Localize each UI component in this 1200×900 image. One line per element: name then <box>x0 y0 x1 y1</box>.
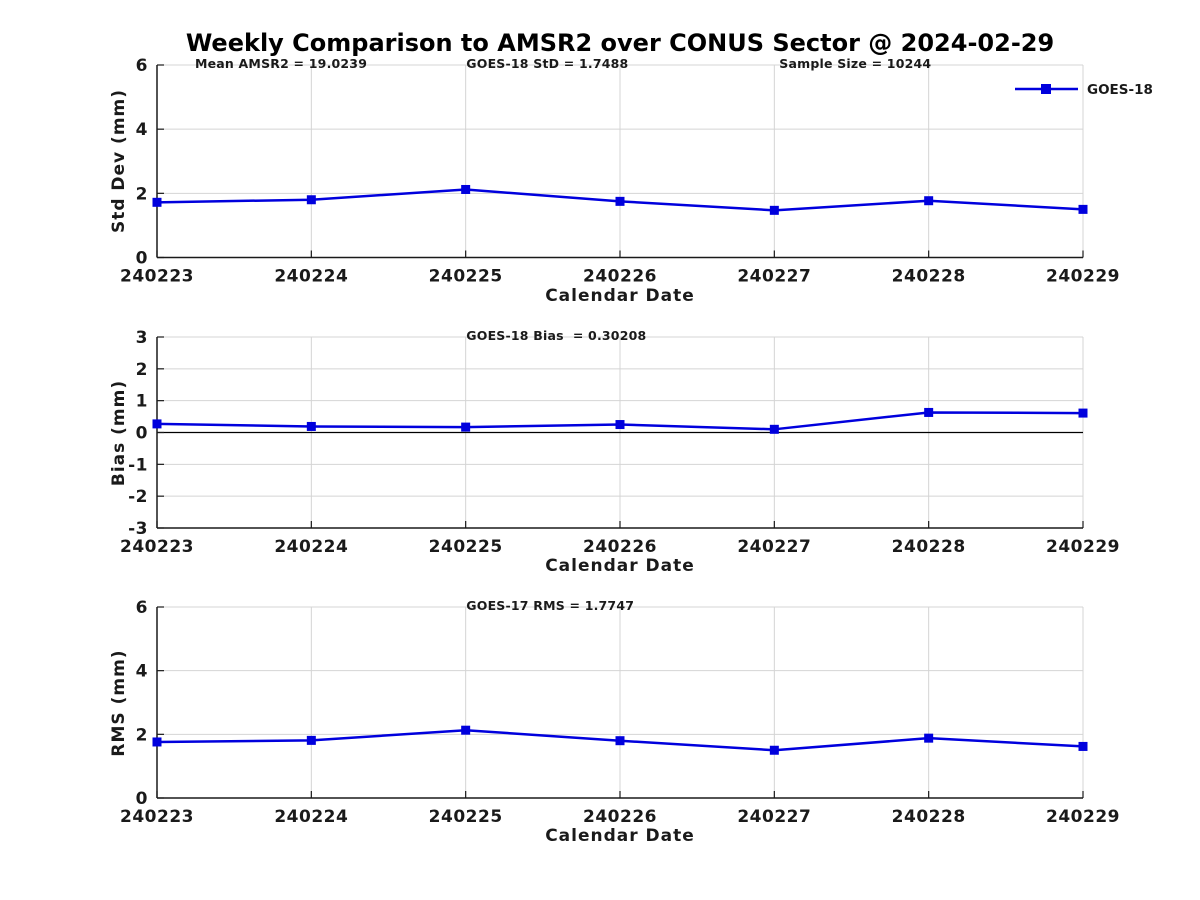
annotation-goes18-std: GOES-18 StD = 1.7488 <box>466 56 629 71</box>
data-marker <box>152 197 162 207</box>
legend-label: GOES-18 <box>1087 82 1153 98</box>
figure-title: Weekly Comparison to AMSR2 over CONUS Se… <box>185 29 1055 57</box>
x-tick-label: 240224 <box>274 267 348 287</box>
annotation-goes18-bias: GOES-18 Bias = 0.30208 <box>466 328 647 343</box>
data-marker <box>306 421 316 431</box>
data-marker <box>461 725 471 735</box>
data-marker <box>924 196 934 206</box>
x-tick-label: 240224 <box>274 537 348 557</box>
x-tick-label: 240226 <box>583 267 657 287</box>
y-axis-label-bias: Bias (mm) <box>109 379 129 486</box>
data-marker <box>306 195 316 205</box>
y-tick-label: 6 <box>136 56 148 76</box>
x-tick-label: 240225 <box>429 267 503 287</box>
y-tick-label: 0 <box>136 424 148 444</box>
x-tick-label: 240228 <box>892 267 966 287</box>
y-tick-label: 4 <box>136 662 148 682</box>
data-marker <box>306 735 316 745</box>
x-tick-label: 240228 <box>892 807 966 827</box>
data-marker <box>769 205 779 215</box>
y-tick-label: 4 <box>136 120 148 140</box>
annotation-goes17-rms: GOES-17 RMS = 1.7747 <box>466 598 635 613</box>
annotation-mean-amsr2: Mean AMSR2 = 19.0239 <box>194 56 368 71</box>
y-tick-label: 2 <box>136 184 148 204</box>
x-tick-label: 240229 <box>1046 807 1120 827</box>
annotation-sample-size: Sample Size = 10244 <box>779 56 932 71</box>
y-tick-label: 6 <box>136 598 148 618</box>
y-tick-label: 2 <box>136 360 148 380</box>
data-marker <box>924 733 934 743</box>
x-tick-label: 240229 <box>1046 537 1120 557</box>
data-marker <box>461 184 471 194</box>
y-tick-label: 1 <box>136 392 148 412</box>
data-marker <box>152 419 162 429</box>
y-tick-label: 2 <box>136 725 148 745</box>
data-marker <box>1078 204 1088 214</box>
x-tick-label: 240229 <box>1046 267 1120 287</box>
x-tick-label: 240227 <box>737 807 811 827</box>
y-tick-label: 0 <box>136 789 148 809</box>
x-tick-label: 240228 <box>892 537 966 557</box>
y-axis-label-stddev: Std Dev (mm) <box>109 89 129 234</box>
x-tick-label: 240224 <box>274 807 348 827</box>
y-tick-label: 3 <box>136 328 148 348</box>
y-tick-label: -2 <box>128 487 148 507</box>
data-marker <box>1078 741 1088 751</box>
x-tick-label: 240226 <box>583 537 657 557</box>
x-tick-label: 240227 <box>737 267 811 287</box>
y-tick-label: -3 <box>128 519 148 539</box>
x-axis-label-stddev: Calendar Date <box>545 285 695 306</box>
data-marker <box>152 737 162 747</box>
data-marker <box>615 196 625 206</box>
x-tick-label: 240227 <box>737 537 811 557</box>
y-tick-label: 0 <box>136 249 148 269</box>
data-marker <box>769 424 779 434</box>
x-tick-label: 240223 <box>120 267 194 287</box>
data-marker <box>615 420 625 430</box>
data-marker <box>461 422 471 432</box>
y-tick-label: -1 <box>128 455 148 475</box>
legend-marker-icon <box>1041 84 1051 94</box>
legend: GOES-18 <box>1015 82 1153 98</box>
data-marker <box>1078 408 1088 418</box>
x-tick-label: 240226 <box>583 807 657 827</box>
x-tick-label: 240223 <box>120 807 194 827</box>
x-tick-label: 240223 <box>120 537 194 557</box>
x-axis-label-rms: Calendar Date <box>545 826 695 846</box>
x-tick-label: 240225 <box>429 537 503 557</box>
x-tick-label: 240225 <box>429 807 503 827</box>
y-axis-label-rms: RMS (mm) <box>109 648 129 757</box>
data-marker <box>769 745 779 755</box>
data-marker <box>924 407 934 417</box>
data-marker <box>615 736 625 746</box>
x-axis-label-bias: Calendar Date <box>545 556 695 576</box>
